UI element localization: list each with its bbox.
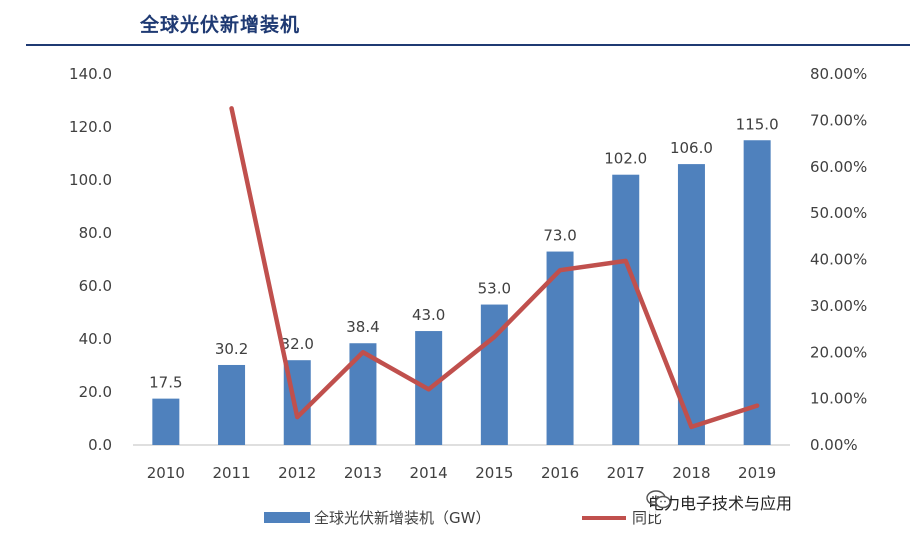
bar-data-label: 115.0	[736, 115, 779, 133]
y-left-tick-label: 120.0	[69, 118, 112, 136]
y-left-tick-label: 80.0	[79, 224, 112, 242]
x-tick-label: 2015	[475, 464, 513, 482]
bar	[546, 251, 574, 445]
bar-data-label: 73.0	[543, 227, 576, 245]
wechat-icon	[646, 490, 671, 509]
y-right-tick-label: 80.00%	[810, 65, 867, 83]
y-axis-left: 0.0 20.0 40.0 60.0 80.0 100.0 120.0 140.0	[69, 65, 112, 454]
bar-data-label: 17.5	[149, 374, 182, 392]
bar	[218, 364, 246, 445]
y-left-tick-label: 0.0	[88, 436, 112, 454]
x-tick-label: 2014	[410, 464, 448, 482]
title-underline	[26, 44, 910, 46]
line-series	[229, 106, 760, 430]
legend-swatch-bar	[264, 512, 310, 523]
bar-data-labels: 17.5 30.2 32.0 38.4 43.0 53.0 73.0 102.0 106.0 11…	[149, 115, 778, 391]
bar	[612, 174, 640, 445]
legend: 全球光伏新增装机（GW） 同比	[264, 509, 662, 527]
y-right-tick-label: 50.00%	[810, 204, 867, 222]
bar	[152, 398, 180, 445]
y-right-tick-label: 40.00%	[810, 251, 867, 269]
y-left-tick-label: 20.0	[79, 383, 112, 401]
y-right-tick-label: 0.00%	[810, 436, 858, 454]
bar-data-label: 102.0	[604, 150, 647, 168]
x-tick-label: 2012	[278, 464, 316, 482]
bar-data-label: 38.4	[346, 318, 379, 336]
y-right-tick-label: 60.00%	[810, 158, 867, 176]
x-axis: 2010 2011 2012 2013 2014 2015 2016 2017 2018 2019	[147, 464, 776, 482]
x-tick-label: 2010	[147, 464, 185, 482]
bar-data-label: 32.0	[281, 335, 314, 353]
y-right-tick-label: 30.00%	[810, 297, 867, 315]
x-tick-label: 2011	[212, 464, 250, 482]
y-right-tick-label: 70.00%	[810, 111, 867, 129]
y-right-tick-label: 10.00%	[810, 390, 867, 408]
bar-data-label: 30.2	[215, 340, 248, 358]
y-left-tick-label: 40.0	[79, 330, 112, 348]
x-tick-label: 2018	[672, 464, 710, 482]
x-tick-label: 2019	[738, 464, 776, 482]
x-tick-label: 2016	[541, 464, 579, 482]
y-left-tick-label: 140.0	[69, 65, 112, 83]
watermark: 电力电子技术与应用	[646, 490, 795, 514]
y-right-tick-label: 20.00%	[810, 343, 867, 361]
y-axis-right: 0.00% 10.00% 20.00% 30.00% 40.00% 50.00% 60.00…	[810, 65, 867, 454]
watermark-text: 电力电子技术与应用	[648, 494, 793, 513]
bar-data-label: 43.0	[412, 306, 445, 324]
y-left-tick-label: 100.0	[69, 171, 112, 189]
bar-data-label: 53.0	[478, 280, 511, 298]
x-tick-label: 2013	[344, 464, 382, 482]
x-tick-label: 2017	[607, 464, 645, 482]
legend-label-bar: 全球光伏新增装机（GW）	[314, 509, 490, 527]
bar	[743, 140, 771, 445]
y-left-tick-label: 60.0	[79, 277, 112, 295]
bar-data-label: 106.0	[670, 139, 713, 157]
page-title: 全球光伏新增装机	[140, 14, 301, 36]
bar-series	[152, 140, 771, 445]
